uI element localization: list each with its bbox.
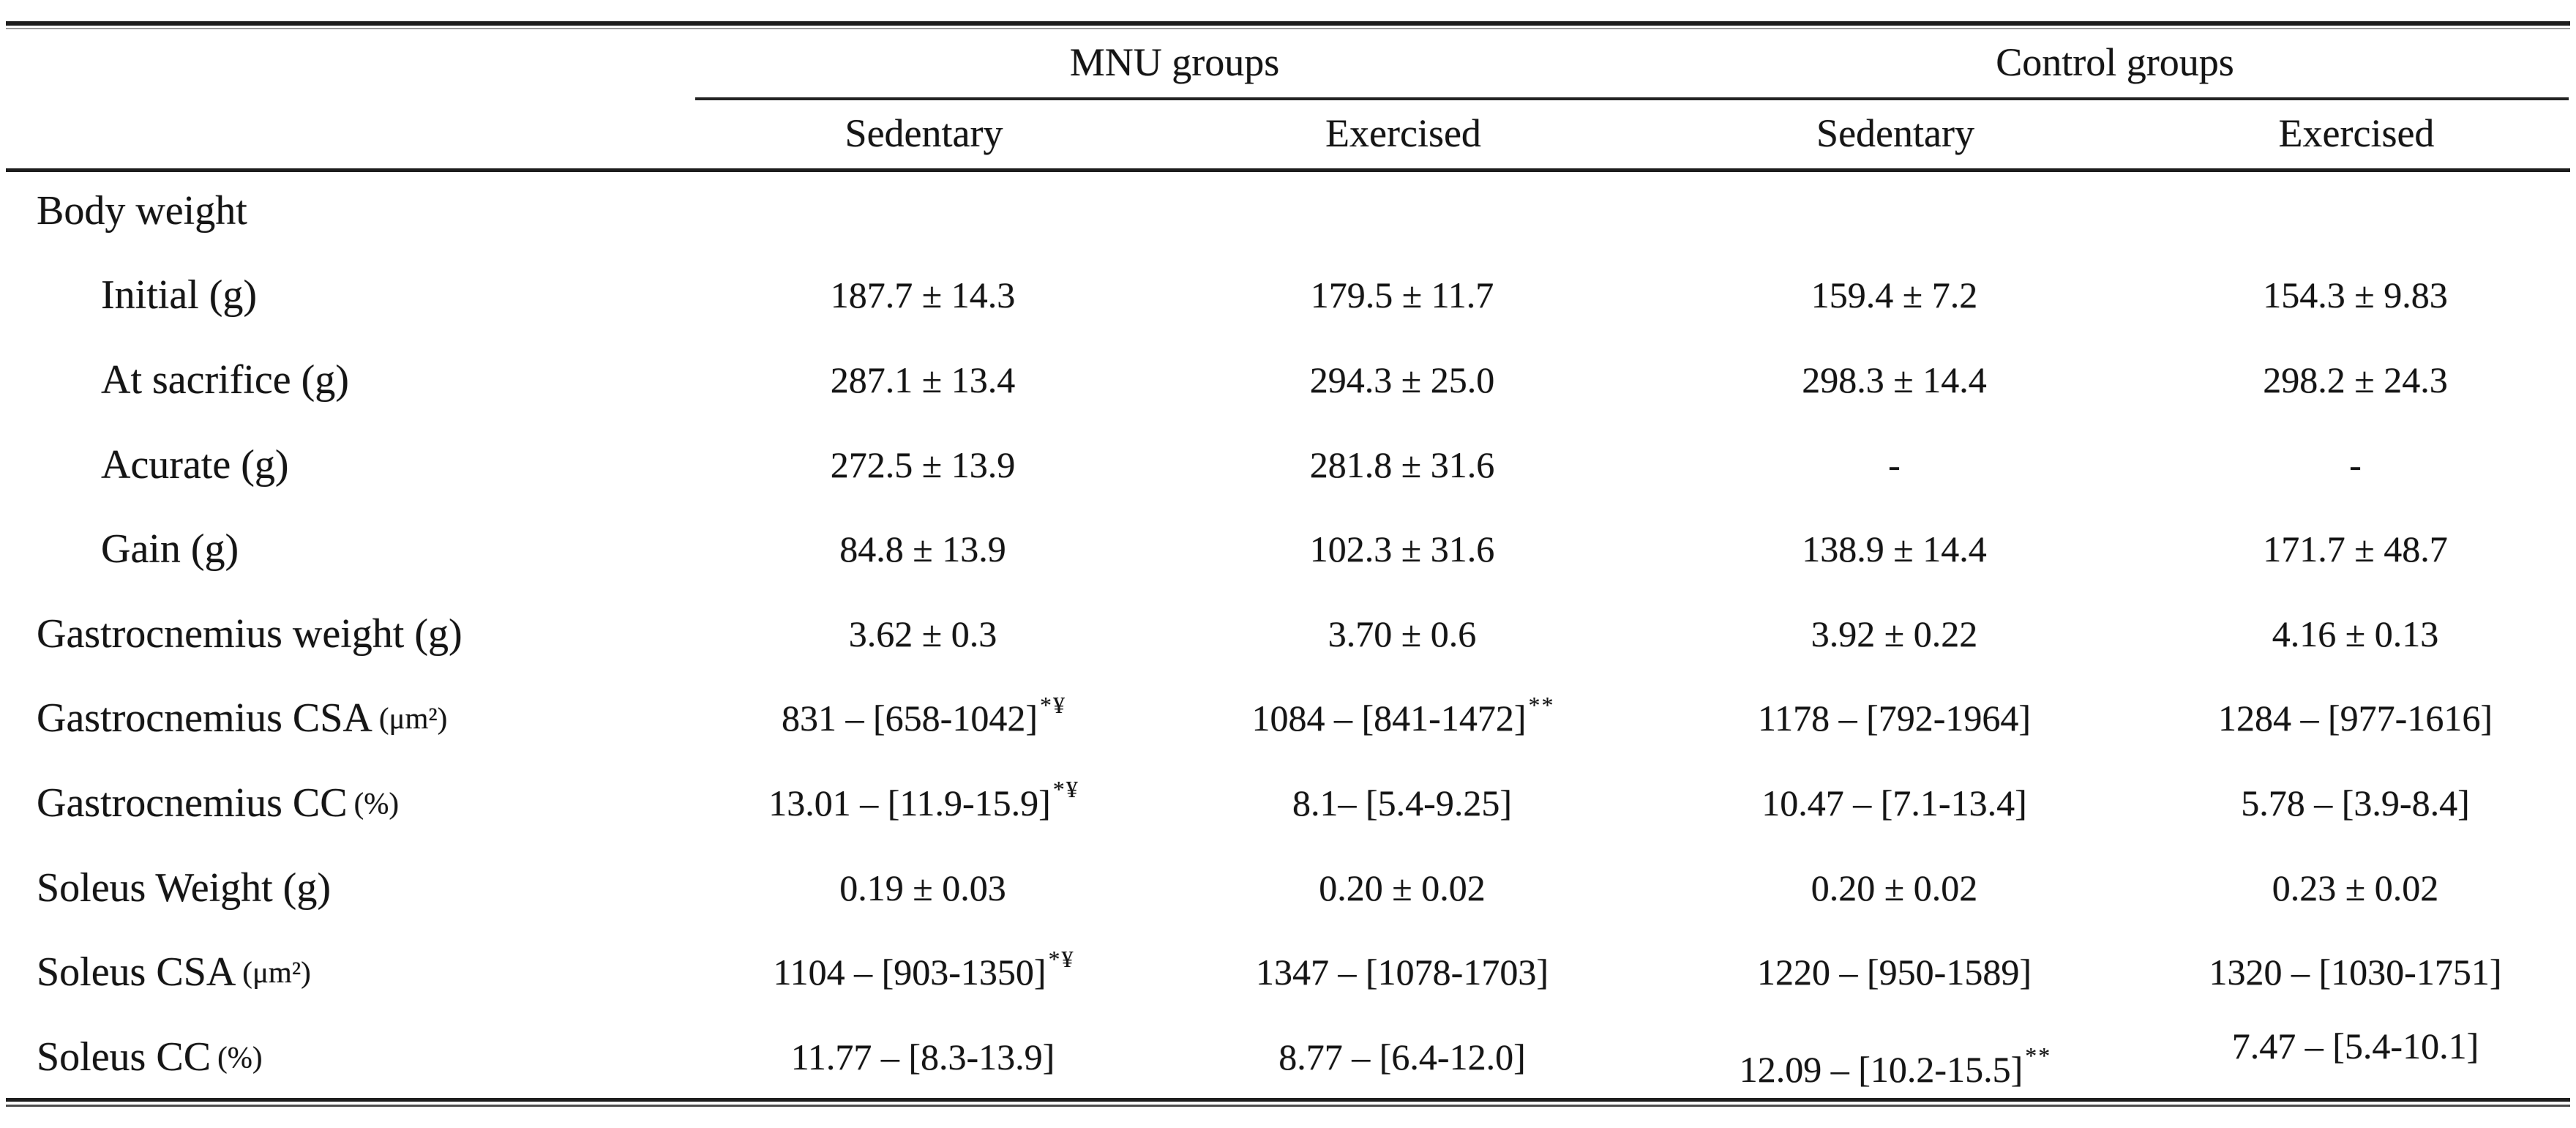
table-cell: 0.20 ± 0.02 [1319,867,1486,908]
table-cell: 287.1 ± 13.4 [830,359,1016,400]
table-cell [1654,168,2137,253]
subheader-mnu-sedentary: Sedentary [845,111,1003,155]
table-cell: 171.7 ± 48.7 [2263,528,2448,570]
table-cell: 12.09 – [10.2-15.5] ** [1739,1042,2052,1090]
table-cell: 0.19 ± 0.03 [839,867,1006,908]
table-cell: 1104 – [903-1350] *¥ [773,945,1075,993]
table-cell: 13.01 – [11.9-15.9] *¥ [768,776,1079,823]
table-cell: 1284 – [977-1616] [2218,698,2493,739]
table-cell: 159.4 ± 7.2 [1811,274,1978,316]
table-cell: 3.62 ± 0.3 [848,613,997,654]
row-label: Initial (g) [101,272,258,318]
table-cell: 7.47 – [5.4-10.1] [2231,1025,2479,1067]
results-table: MNU groups Control groups Sedentary Exer… [0,26,2576,1099]
table-cell: 138.9 ± 14.4 [1802,528,1987,570]
table-bottom-rule-2 [6,1105,2570,1107]
table-cell: 294.3 ± 25.0 [1309,359,1495,400]
table-cell: 179.5 ± 11.7 [1310,274,1494,316]
row-label: At sacrifice (g) [101,356,349,403]
row-label: Gain (g) [101,526,239,572]
table-top-rule-shadow [6,28,2570,29]
table-cell [2137,168,2576,253]
table-cell: 0.20 ± 0.02 [1811,867,1978,908]
table-cell: 1084 – [841-1472] ** [1251,691,1555,739]
table-cell: 84.8 ± 13.9 [839,528,1006,570]
table-cell: 4.16 ± 0.13 [2272,613,2439,654]
table-cell [1153,168,1654,253]
table-cell: 298.3 ± 14.4 [1802,359,1987,400]
subheader-control-exercised: Exercised [2278,111,2435,155]
row-label: Acurate (g) [101,441,289,488]
table-cell: 281.8 ± 31.6 [1309,444,1495,485]
group-header-underline [695,97,2569,100]
table-cell: 187.7 ± 14.3 [830,274,1016,316]
table-cell: 3.70 ± 0.6 [1328,613,1477,654]
row-label: Soleus Weight (g) [37,864,331,911]
header-bottom-rule [6,168,2570,172]
table-cell: 1320 – [1030-1751] [2209,952,2502,993]
subheader-control-sedentary: Sedentary [1816,111,1974,155]
table-cell [695,168,1153,253]
table-cell: 11.77 – [8.3-13.9] [790,1036,1055,1077]
subheader-mnu-exercised: Exercised [1325,111,1481,155]
row-label: Body weight [37,187,247,234]
table-cell: 8.1– [5.4-9.25] [1292,782,1512,823]
row-label: Soleus CC (%) [37,1034,263,1080]
table-cell: 1178 – [792-1964] [1757,698,2032,739]
table-cell: 0.23 ± 0.02 [2272,867,2439,908]
table-bottom-rule [6,1098,2570,1102]
table-cell: 102.3 ± 31.6 [1309,528,1495,570]
table-cell: 1220 – [950-1589] [1757,952,2032,993]
table-cell: 1347 – [1078-1703] [1256,952,1549,993]
row-label: Gastrocnemius weight (g) [37,610,463,657]
table-cell: 8.77 – [6.4-12.0] [1278,1036,1526,1077]
table-cell: - [2349,444,2362,485]
row-label: Gastrocnemius CC (%) [37,780,400,826]
subheader-spacer [0,98,695,168]
table-cell: 5.78 – [3.9-8.4] [2241,782,2470,823]
table-cell: 3.92 ± 0.22 [1811,613,1978,654]
table-top-rule [6,21,2570,26]
table-cell: 10.47 – [7.1-13.4] [1761,782,2027,823]
table-cell: 298.2 ± 24.3 [2263,359,2448,400]
table-cell: 154.3 ± 9.83 [2263,274,2448,316]
header-spacer [0,26,695,98]
table-cell: - [1888,444,1901,485]
row-label: Gastrocnemius CSA (μm²) [37,695,448,742]
group-header-mnu: MNU groups [1069,40,1280,84]
group-header-control: Control groups [1996,40,2234,84]
table-cell: 831 – [658-1042] *¥ [782,691,1066,739]
row-label: Soleus CSA (μm²) [37,949,311,996]
table-cell: 272.5 ± 13.9 [830,444,1016,485]
